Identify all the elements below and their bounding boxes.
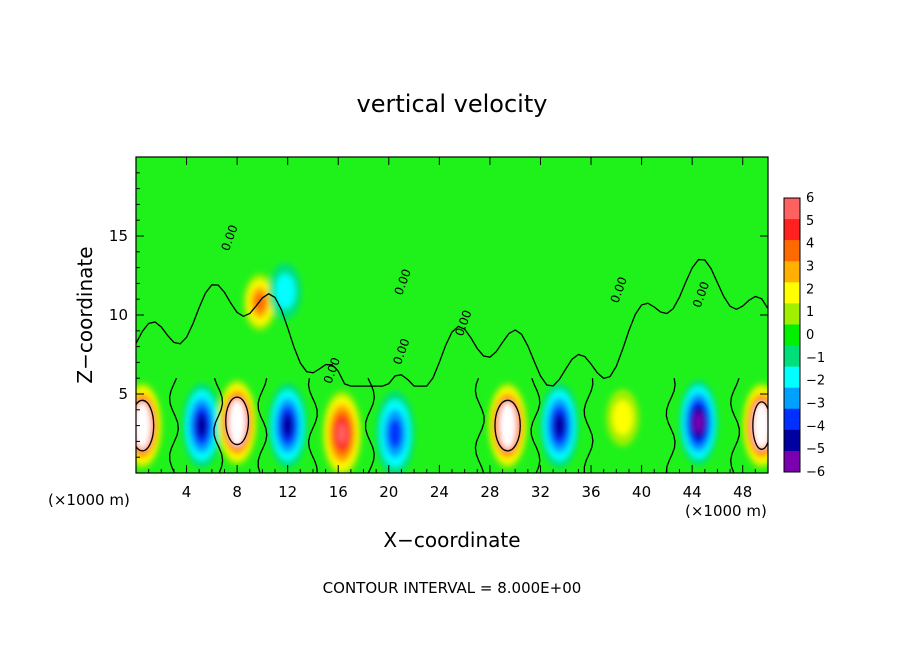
colorbar-tick-label: −4 — [806, 419, 825, 434]
field-cell — [388, 418, 402, 449]
field-cell-core — [752, 402, 768, 450]
colorbar-tick-label: 6 — [806, 191, 814, 206]
colorbar-tick-label: −1 — [806, 351, 825, 366]
zero-contour-line — [474, 377, 485, 473]
x-axis-label: X−coordinate — [383, 528, 520, 552]
field-cell — [693, 412, 704, 433]
colorbar-tick-label: 1 — [806, 305, 814, 320]
zero-contours — [136, 258, 768, 473]
colorbar-swatch — [784, 219, 800, 241]
colorbar-swatch — [784, 366, 800, 388]
colorbar-swatch — [784, 261, 800, 283]
zero-contour-line — [136, 258, 768, 387]
chart-title: vertical velocity — [357, 90, 548, 118]
colorbar-swatch — [784, 345, 800, 367]
zero-contour-line — [665, 378, 676, 473]
x-tick-label: 4 — [182, 483, 192, 501]
colorbar-tick-label: 5 — [806, 214, 814, 229]
x-tick-label: 48 — [733, 483, 752, 501]
field-cell — [282, 413, 294, 438]
field-cell — [254, 292, 266, 313]
contour-interval-note: CONTOUR INTERVAL = 8.000E+00 — [323, 579, 582, 597]
x-tick-label: 40 — [632, 483, 651, 501]
x-unit-right: (×1000 m) — [685, 502, 767, 520]
zero-contour-line — [583, 378, 594, 473]
colorbar-tick-label: −6 — [806, 465, 825, 480]
colorbar-tick-label: 0 — [806, 328, 814, 343]
plot-area — [136, 157, 768, 473]
colorbar-tick-label: 3 — [806, 260, 814, 275]
x-tick-label: 32 — [531, 483, 550, 501]
colorbar-swatch — [784, 324, 800, 346]
field-cell-core — [228, 398, 246, 446]
colorbar-swatch — [784, 387, 800, 410]
x-tick-label: 20 — [379, 483, 398, 501]
zero-contour-line — [213, 377, 224, 473]
colorbar-swatch — [784, 198, 800, 220]
x-tick-label: 24 — [430, 483, 449, 501]
colorbar-swatch — [784, 303, 800, 325]
zero-contour-line — [257, 378, 268, 473]
colorbar-tick-label: −2 — [806, 374, 825, 389]
y-tick-label: 10 — [109, 306, 128, 324]
contour-loop — [752, 401, 768, 450]
x-unit-left: (×1000 m) — [48, 491, 130, 509]
x-tick-label: 36 — [581, 483, 600, 501]
colorbar-tick-label: 2 — [806, 282, 814, 297]
colorbar-tick-label: −5 — [806, 442, 825, 457]
zero-contour-line — [364, 377, 375, 473]
field-cell — [612, 400, 633, 436]
colorbar-swatch — [784, 450, 800, 473]
x-tick-label: 44 — [683, 483, 702, 501]
zero-contour-line — [307, 378, 318, 473]
y-axis-ticks: 5 10 15 — [109, 172, 768, 458]
colorbar-swatch — [784, 408, 800, 431]
colorbar-swatch — [784, 282, 800, 304]
colorbar: 6 5 4 3 2 1 0 −1 −2 −3 −4 −5 −6 — [783, 191, 825, 480]
field-blobs — [136, 262, 768, 473]
colorbar-swatch — [784, 429, 800, 452]
y-tick-label: 5 — [118, 385, 128, 403]
field-cell — [337, 423, 347, 444]
x-tick-label: 16 — [329, 483, 348, 501]
x-tick-label: 8 — [232, 483, 242, 501]
y-axis-label: Z−coordinate — [73, 246, 97, 383]
colorbar-tick-label: −3 — [806, 397, 825, 412]
zero-contour-line — [730, 377, 740, 473]
contour-loop — [136, 399, 155, 452]
zero-contour-line — [168, 377, 179, 473]
x-axis-ticks: 4 8 12 16 20 24 28 32 36 40 44 48 — [148, 157, 756, 501]
contour-loop — [494, 399, 521, 452]
field-cell — [196, 413, 208, 438]
zero-contour-line — [530, 377, 541, 473]
y-tick-label: 15 — [109, 227, 128, 245]
field-cell — [553, 413, 566, 438]
colorbar-frame — [783, 197, 801, 473]
field-cell — [275, 273, 296, 309]
colorbar-tick-label: 4 — [806, 237, 814, 252]
x-tick-label: 28 — [480, 483, 499, 501]
colorbar-swatch — [784, 240, 800, 262]
x-tick-label: 12 — [278, 483, 297, 501]
field-cell-core — [498, 402, 517, 450]
field-cell-core — [136, 402, 152, 450]
contour-loop — [225, 396, 250, 446]
